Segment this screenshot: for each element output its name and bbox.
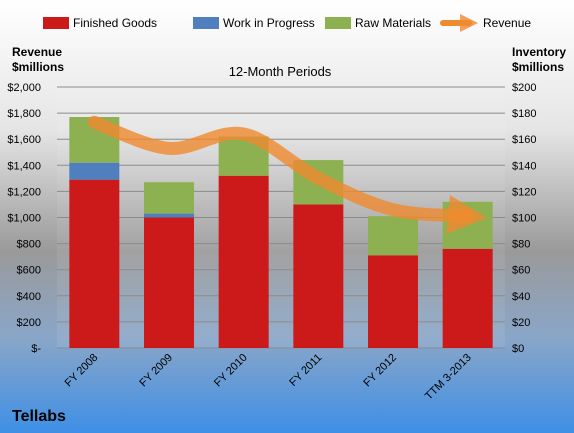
left-axis-title-line2: $millions <box>12 60 64 74</box>
bar-finished-goods <box>69 179 120 348</box>
right-tick-label: $60 <box>512 265 530 277</box>
chart-subtitle: 12-Month Periods <box>229 64 332 79</box>
bar-work-in-progress <box>69 162 120 180</box>
left-tick-label: $1,400 <box>7 160 41 172</box>
right-axis-title-line2: $millions <box>512 60 564 74</box>
left-tick-label: $400 <box>17 291 41 303</box>
left-tick-label: $1,600 <box>7 134 41 146</box>
bar-finished-goods <box>144 217 194 348</box>
right-tick-label: $160 <box>512 134 536 146</box>
left-tick-label: $200 <box>17 317 41 329</box>
x-tick-label: FY 2008 <box>63 352 101 390</box>
line-layer <box>87 115 488 234</box>
bar-raw-materials <box>144 182 194 214</box>
right-tick-label: $180 <box>512 108 536 120</box>
company-name: Tellabs <box>12 408 66 425</box>
x-tick-label: FY 2009 <box>137 352 175 390</box>
left-tick-label: $800 <box>17 239 41 251</box>
right-axis-title-line1: Inventory <box>512 45 566 59</box>
bar-finished-goods <box>442 248 493 348</box>
right-tick-label: $100 <box>512 213 536 225</box>
legend-label: Raw Materials <box>355 16 431 30</box>
legend-swatch <box>325 17 351 29</box>
legend-label: Work in Progress <box>223 16 315 30</box>
bar-raw-materials <box>368 216 418 256</box>
bars-layer <box>69 117 493 348</box>
left-tick-label: $1,200 <box>7 186 41 198</box>
right-tick-label: $140 <box>512 160 536 172</box>
revenue-line <box>87 115 488 234</box>
left-tick-label: $- <box>31 343 41 355</box>
bar-work-in-progress <box>144 213 194 218</box>
bar-finished-goods <box>218 175 269 348</box>
x-tick-label: TTM 3-2013 <box>423 352 474 403</box>
right-tick-label: $120 <box>512 186 536 198</box>
bar-raw-materials <box>442 201 493 249</box>
left-tick-label: $1,000 <box>7 213 41 225</box>
bar-finished-goods <box>368 255 418 348</box>
left-tick-label: $1,800 <box>7 108 41 120</box>
legend-label: Revenue <box>483 16 531 30</box>
right-tick-label: $0 <box>512 343 524 355</box>
x-tick-label: FY 2010 <box>212 352 250 390</box>
right-tick-label: $200 <box>512 82 536 94</box>
x-tick-label: FY 2011 <box>287 352 324 389</box>
legend-swatch <box>193 17 219 29</box>
left-tick-label: $600 <box>17 265 41 277</box>
left-axis-title-line1: Revenue <box>12 45 62 59</box>
bar-finished-goods <box>293 204 344 348</box>
legend-swatch <box>43 17 69 29</box>
right-tick-label: $20 <box>512 317 530 329</box>
legend: Finished Goods Work in Progress Raw Materi… <box>43 14 531 32</box>
right-tick-label: $40 <box>512 291 530 303</box>
left-tick-label: $2,000 <box>7 82 41 94</box>
right-tick-label: $80 <box>512 239 530 251</box>
legend-label: Finished Goods <box>73 16 157 30</box>
x-tick-label: FY 2012 <box>361 352 399 390</box>
